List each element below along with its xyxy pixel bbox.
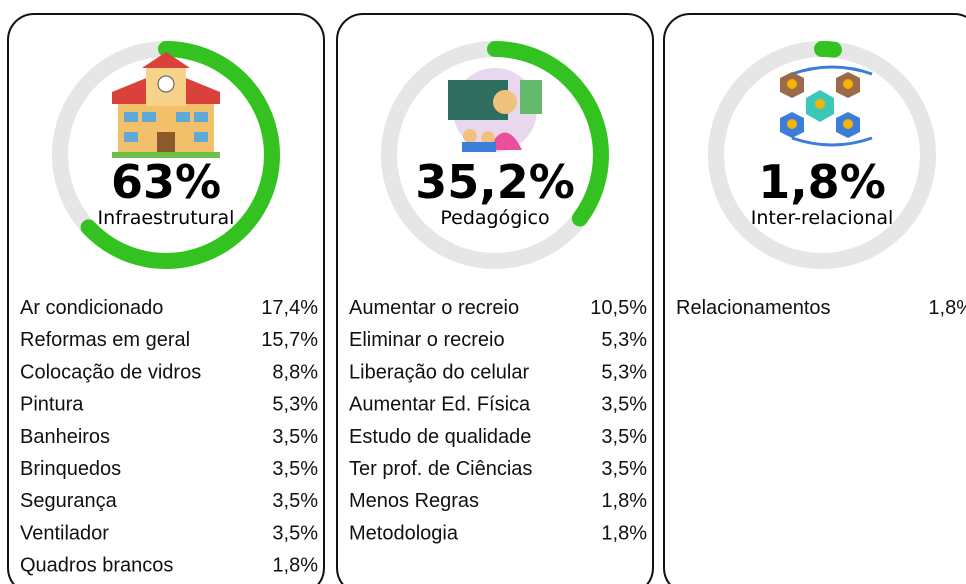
item-name: Metodologia bbox=[349, 522, 459, 544]
item-name: Quadros brancos bbox=[20, 555, 173, 577]
item-name: Reformas em geral bbox=[20, 329, 190, 351]
item-value: 10,5% bbox=[590, 297, 647, 319]
item-value: 5,3% bbox=[601, 329, 647, 351]
category-label: Inter-relacional bbox=[751, 207, 894, 229]
item-value: 1,8% bbox=[928, 297, 966, 319]
item-value: 3,5% bbox=[272, 522, 318, 544]
item-name: Ventilador bbox=[20, 522, 109, 544]
item-value: 5,3% bbox=[272, 394, 318, 416]
item-value: 3,5% bbox=[272, 458, 318, 480]
percentage: 63% bbox=[111, 155, 221, 209]
item-value: 1,8% bbox=[601, 490, 647, 512]
category-label: Pedagógico bbox=[440, 207, 549, 229]
item-value: 1,8% bbox=[601, 522, 647, 544]
item-name: Pintura bbox=[20, 394, 84, 416]
item-value: 17,4% bbox=[261, 297, 318, 319]
item-value: 3,5% bbox=[601, 394, 647, 416]
item-name: Relacionamentos bbox=[676, 297, 831, 319]
item-name: Segurança bbox=[20, 490, 118, 512]
percentage: 35,2% bbox=[415, 155, 575, 209]
item-name: Ar condicionado bbox=[20, 297, 163, 319]
item-name: Aumentar o recreio bbox=[349, 297, 519, 319]
item-name: Liberação do celular bbox=[349, 361, 529, 383]
percentage: 1,8% bbox=[758, 155, 886, 209]
item-value: 3,5% bbox=[272, 426, 318, 448]
item-name: Brinquedos bbox=[20, 458, 121, 480]
item-value: 8,8% bbox=[272, 361, 318, 383]
infographic: 63%Infraestrutural Ar condicionado 17,4% Re… bbox=[0, 0, 966, 584]
item-value: 3,5% bbox=[272, 490, 318, 512]
item-value: 15,7% bbox=[261, 329, 318, 351]
item-name: Ter prof. de Ciências bbox=[349, 458, 532, 480]
item-name: Estudo de qualidade bbox=[349, 426, 531, 448]
item-name: Colocação de vidros bbox=[20, 361, 201, 383]
item-value: 1,8% bbox=[272, 555, 318, 577]
page: 63%Infraestrutural Ar condicionado 17,4% Re… bbox=[0, 0, 966, 584]
category-label: Infraestrutural bbox=[98, 207, 235, 229]
item-value: 3,5% bbox=[601, 426, 647, 448]
item-name: Eliminar o recreio bbox=[349, 329, 505, 351]
item-name: Banheiros bbox=[20, 426, 110, 448]
item-value: 5,3% bbox=[601, 361, 647, 383]
item-value: 3,5% bbox=[601, 458, 647, 480]
item-name: Menos Regras bbox=[349, 490, 479, 512]
item-name: Aumentar Ed. Física bbox=[349, 394, 531, 416]
